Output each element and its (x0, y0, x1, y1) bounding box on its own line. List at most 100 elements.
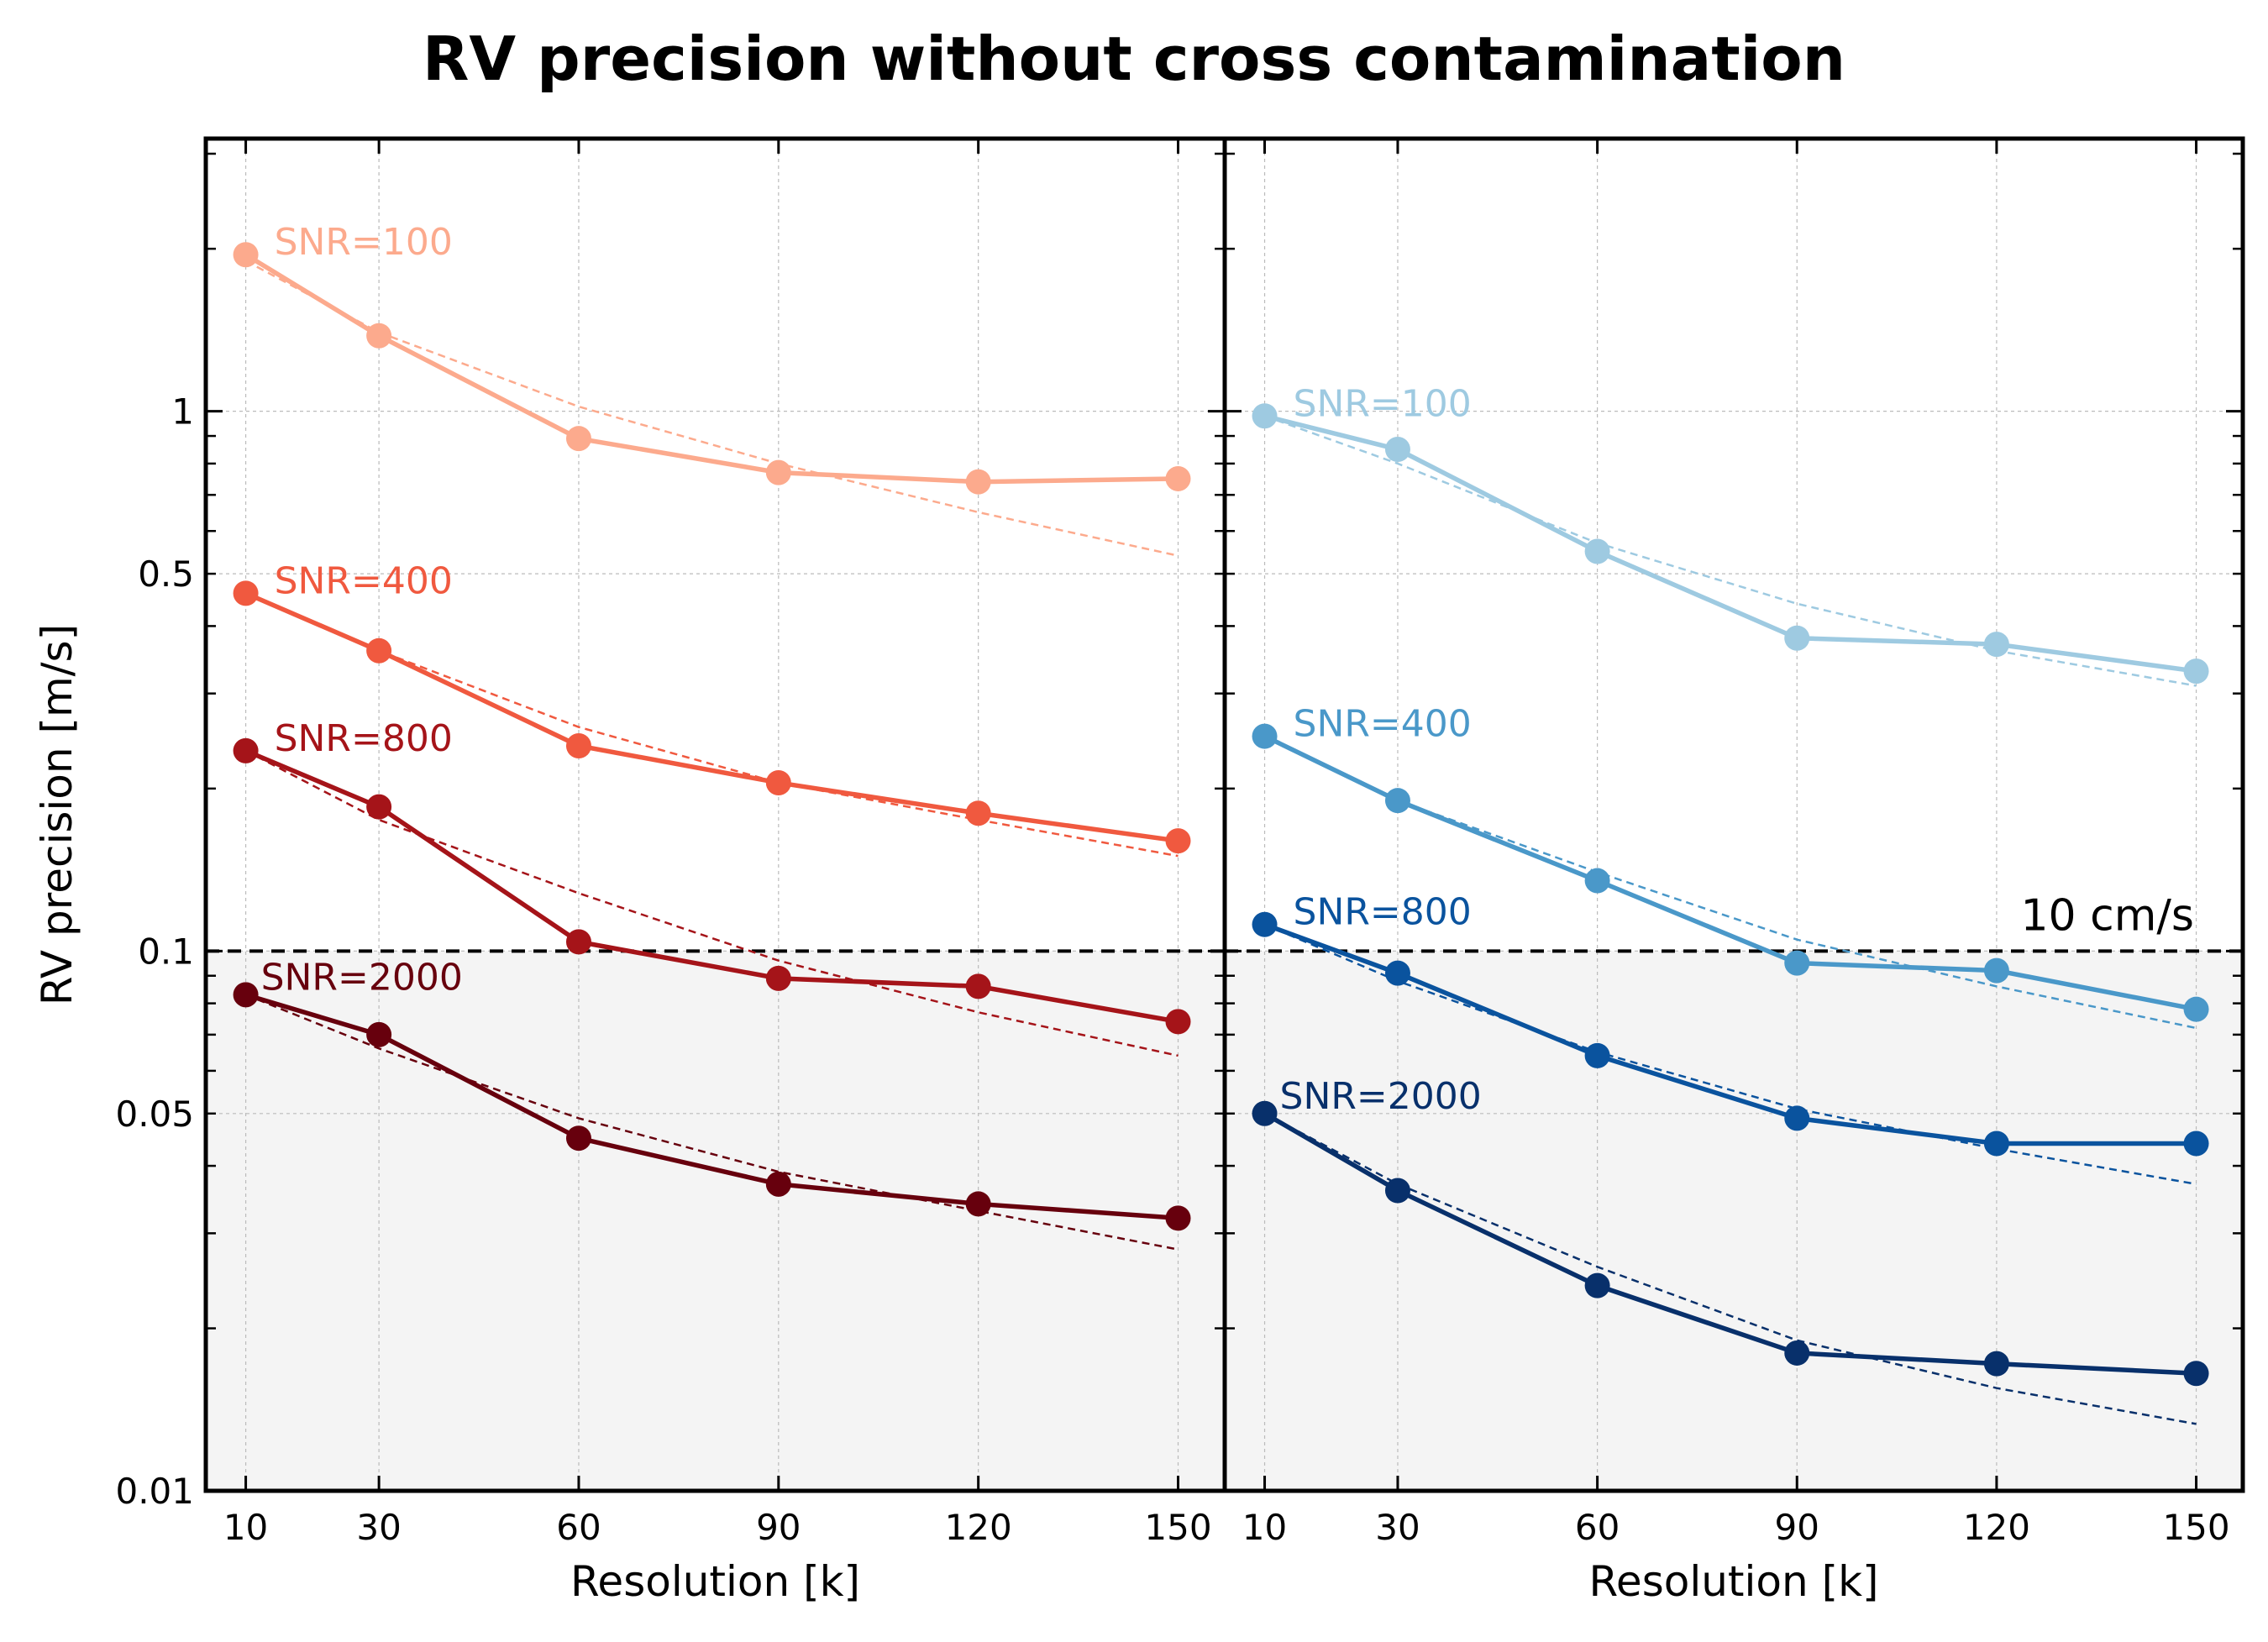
shaded-region (1225, 951, 2243, 1491)
x-tick-label: 30 (356, 1507, 401, 1548)
series-line (244, 748, 1179, 1025)
x-tick-label: 10 (1242, 1507, 1287, 1548)
data-point (1983, 1131, 2009, 1157)
data-point (1252, 1100, 1278, 1126)
x-tick-label: 150 (2162, 1507, 2229, 1548)
data-point (765, 1171, 791, 1197)
data-point (1165, 1009, 1191, 1035)
data-point (965, 1191, 991, 1217)
reference-line-label: 10 cm/s (2020, 890, 2194, 941)
x-axis-label: Resolution [k] (1588, 1557, 1878, 1606)
data-point (765, 965, 791, 991)
series-snr-100: SNR=100 (1252, 382, 2209, 687)
data-point (765, 769, 791, 795)
series-label: SNR=2000 (1280, 1075, 1482, 1118)
series-line (244, 590, 1179, 843)
data-point (233, 737, 259, 763)
data-point (2183, 1131, 2209, 1157)
chart-title: RV precision without cross contamination (423, 24, 1845, 94)
x-tick-label: 150 (1144, 1507, 1211, 1548)
data-point (1384, 788, 1410, 814)
data-point (1983, 1351, 2009, 1377)
data-point (965, 973, 991, 999)
y-tick-label: 0.5 (138, 553, 194, 595)
data-point (965, 800, 991, 826)
series-label: SNR=800 (1294, 891, 1472, 934)
x-tick-label: 120 (1963, 1507, 2030, 1548)
x-tick-label: 60 (1575, 1507, 1620, 1548)
series-snr-2000: SNR=2000 (1252, 1075, 2209, 1425)
data-point (1784, 625, 1810, 651)
fit-line (1264, 923, 2197, 1186)
data-point (1584, 868, 1610, 894)
data-point (1252, 723, 1278, 749)
chart-panel-left: SNR=100 SNR=400 SNR=800 SNR=2000 10 30 60 90 120… (33, 136, 1227, 1606)
series-label: SNR=2000 (261, 956, 463, 999)
plot-frame (1222, 136, 2245, 1493)
x-tick-label: 90 (1775, 1507, 1819, 1548)
data-point (233, 982, 259, 1008)
fit-line (1263, 1112, 2197, 1425)
data-point (1252, 911, 1278, 937)
x-axis-label: Resolution [k] (570, 1557, 860, 1606)
data-point (1165, 1205, 1191, 1231)
series-label: SNR=100 (1294, 382, 1472, 425)
data-point (1252, 403, 1278, 429)
y-tick-label: 0.01 (115, 1471, 194, 1512)
data-point (1165, 465, 1191, 491)
data-point (1384, 960, 1410, 986)
series-line (244, 992, 1179, 1221)
series-line (1263, 734, 2197, 1012)
series-snr-100: SNR=100 (233, 221, 1191, 557)
series-label: SNR=100 (275, 221, 453, 264)
data-point (565, 732, 591, 758)
chart-panel-right: 10 cm/s SNR=100 SNR=400 SNR=800 SNR=2000 10 30… (1222, 136, 2245, 1606)
series-line (1263, 413, 2197, 674)
data-point (1784, 1340, 1810, 1366)
data-point (765, 459, 791, 485)
series-label: SNR=400 (1294, 703, 1472, 746)
data-point (965, 469, 991, 495)
x-tick-label: 10 (223, 1507, 268, 1548)
y-tick-label: 0.05 (115, 1094, 194, 1135)
data-point (366, 323, 392, 349)
series-snr-800: SNR=800 (1252, 891, 2209, 1186)
fit-line (244, 260, 1179, 557)
data-point (1584, 538, 1610, 564)
fit-line (244, 749, 1179, 1057)
series-snr-400: SNR=400 (233, 559, 1191, 858)
series-label: SNR=800 (275, 717, 453, 760)
y-tick-label: 1 (171, 391, 194, 433)
data-point (366, 794, 392, 820)
y-tick-label: 0.1 (138, 931, 194, 972)
x-tick-label: 30 (1375, 1507, 1420, 1548)
x-tick-label: 120 (945, 1507, 1012, 1548)
data-point (1584, 1042, 1610, 1068)
data-point (1165, 828, 1191, 854)
data-point (565, 1125, 591, 1151)
x-tick-label: 90 (756, 1507, 801, 1548)
data-point (565, 426, 591, 452)
data-point (366, 1021, 392, 1047)
fit-line (1263, 735, 2197, 1030)
data-point (233, 242, 259, 268)
series-line (244, 252, 1179, 485)
series-line (1263, 922, 2197, 1146)
series-line (1263, 1111, 2197, 1376)
data-point (1384, 437, 1410, 463)
series-snr-400: SNR=400 (1252, 703, 2209, 1030)
data-point (366, 637, 392, 664)
data-point (1384, 1178, 1410, 1204)
data-point (2183, 996, 2209, 1022)
data-point (233, 580, 259, 606)
series-label: SNR=400 (275, 559, 453, 602)
data-point (1983, 957, 2009, 984)
data-point (1584, 1272, 1610, 1298)
fit-line (1264, 415, 2197, 687)
x-tick-label: 60 (556, 1507, 601, 1548)
data-point (2183, 658, 2209, 685)
data-point (565, 929, 591, 955)
data-point (1784, 1105, 1810, 1131)
